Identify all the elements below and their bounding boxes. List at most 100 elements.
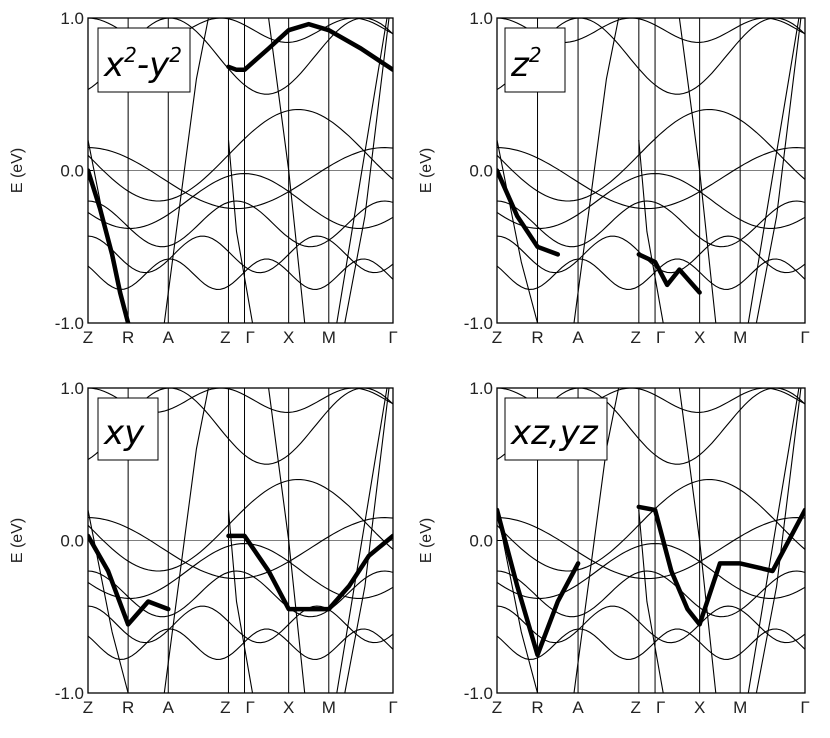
band-line bbox=[755, 18, 802, 323]
band-line bbox=[497, 235, 805, 274]
band-line bbox=[344, 18, 390, 323]
y-tick-label: -1.0 bbox=[464, 314, 493, 333]
kpoint-label: Γ bbox=[388, 328, 397, 347]
kpoint-label: A bbox=[572, 698, 584, 717]
orbital-weight-line bbox=[636, 252, 702, 295]
kpoint-label: Γ bbox=[246, 698, 255, 717]
band-line bbox=[88, 478, 393, 572]
band-line bbox=[88, 108, 393, 202]
orbital-weight-line bbox=[226, 21, 393, 73]
band-line bbox=[497, 108, 805, 202]
kpoint-label: R bbox=[531, 328, 543, 347]
band-line bbox=[88, 570, 393, 618]
bands bbox=[88, 18, 393, 323]
y-tick-label: 0.0 bbox=[469, 532, 493, 551]
kpoint-label: X bbox=[283, 698, 294, 717]
kpoint-label: X bbox=[694, 698, 705, 717]
orbital-weight-line bbox=[88, 533, 171, 627]
band-line bbox=[573, 388, 620, 693]
kpoint-label: M bbox=[733, 328, 747, 347]
y-tick-label: 1.0 bbox=[60, 9, 84, 28]
orbital-label: xy bbox=[103, 413, 145, 453]
y-tick-label: 1.0 bbox=[60, 379, 84, 398]
band-line bbox=[344, 388, 390, 693]
kpoint-label: Z bbox=[83, 698, 93, 717]
band-line bbox=[638, 139, 664, 323]
band-line bbox=[747, 18, 800, 323]
bands bbox=[497, 18, 805, 323]
kpoint-label: Z bbox=[83, 328, 93, 347]
band-line bbox=[573, 18, 620, 323]
band-line bbox=[497, 478, 805, 572]
band-line bbox=[88, 200, 393, 248]
orbital-label: xz,yz bbox=[510, 413, 599, 453]
band-line bbox=[497, 605, 805, 644]
orbital-label-box bbox=[97, 397, 159, 461]
y-axis-label: E (eV) bbox=[418, 518, 435, 563]
kpoint-label: M bbox=[733, 698, 747, 717]
panel-top-left: 1.00.0-1.0E (eV)Z R A Z Γ X M Γx2-y2 bbox=[9, 9, 398, 347]
kpoint-label: M bbox=[322, 328, 336, 347]
band-line bbox=[638, 509, 664, 693]
y-tick-label: 0.0 bbox=[60, 162, 84, 181]
kpoint-label: Z bbox=[220, 328, 230, 347]
band-line bbox=[336, 18, 388, 323]
band-line bbox=[88, 628, 393, 660]
kpoint-label: Γ bbox=[656, 328, 665, 347]
band-line bbox=[678, 18, 717, 323]
kpoint-label: Γ bbox=[388, 698, 397, 717]
bands bbox=[88, 388, 393, 693]
band-line bbox=[497, 173, 805, 229]
band-line bbox=[268, 388, 306, 693]
y-tick-label: -1.0 bbox=[55, 684, 84, 703]
orbital-weight-line bbox=[497, 507, 581, 658]
y-axis-label: E (eV) bbox=[9, 518, 26, 563]
band-line bbox=[88, 509, 129, 693]
orbital-weight-line bbox=[636, 504, 805, 627]
kpoint-label: A bbox=[163, 328, 175, 347]
kpoint-label: R bbox=[122, 328, 134, 347]
kpoint-label: X bbox=[283, 328, 294, 347]
kpoint-label: Z bbox=[492, 698, 502, 717]
panel-bottom-left: 1.00.0-1.0E (eV)Z R A Z Γ X M Γxy bbox=[9, 379, 398, 717]
band-line bbox=[163, 18, 209, 323]
band-line bbox=[497, 628, 805, 660]
kpoint-label: A bbox=[163, 698, 175, 717]
orbital-weight-line bbox=[88, 168, 131, 323]
band-line bbox=[163, 388, 209, 693]
band-line bbox=[88, 147, 393, 210]
y-tick-label: -1.0 bbox=[464, 684, 493, 703]
orbital-label: z2 bbox=[510, 43, 542, 85]
kpoint-label: A bbox=[572, 328, 584, 347]
kpoint-label: R bbox=[531, 698, 543, 717]
kpoint-label: Z bbox=[492, 328, 502, 347]
orbital-weight-line bbox=[497, 168, 561, 257]
kpoint-label: Γ bbox=[800, 698, 809, 717]
kpoint-label: Γ bbox=[800, 328, 809, 347]
y-tick-label: 1.0 bbox=[469, 379, 493, 398]
band-line bbox=[497, 517, 805, 580]
band-line bbox=[747, 388, 800, 693]
kpoint-label: Γ bbox=[246, 328, 255, 347]
kpoint-label: Z bbox=[220, 698, 230, 717]
y-axis-label: E (eV) bbox=[418, 148, 435, 193]
band-line bbox=[88, 235, 393, 274]
orbital-label-box bbox=[504, 27, 566, 93]
y-tick-label: -1.0 bbox=[55, 314, 84, 333]
band-line bbox=[678, 388, 717, 693]
panel-bottom-right: 1.00.0-1.0E (eV)Z R A Z Γ X M Γxz,yz bbox=[418, 379, 810, 717]
orbital-weight-line bbox=[226, 533, 393, 612]
orbital-label-box bbox=[97, 27, 191, 93]
kpoint-label: R bbox=[122, 698, 134, 717]
band-line bbox=[227, 139, 254, 323]
kpoint-label: X bbox=[694, 328, 705, 347]
band-line bbox=[88, 173, 393, 229]
band-line bbox=[755, 388, 802, 693]
band-line bbox=[497, 543, 805, 599]
band-line bbox=[336, 388, 388, 693]
y-tick-label: 1.0 bbox=[469, 9, 493, 28]
band-line bbox=[88, 605, 393, 644]
kpoint-label: Γ bbox=[656, 698, 665, 717]
band-line bbox=[497, 570, 805, 618]
